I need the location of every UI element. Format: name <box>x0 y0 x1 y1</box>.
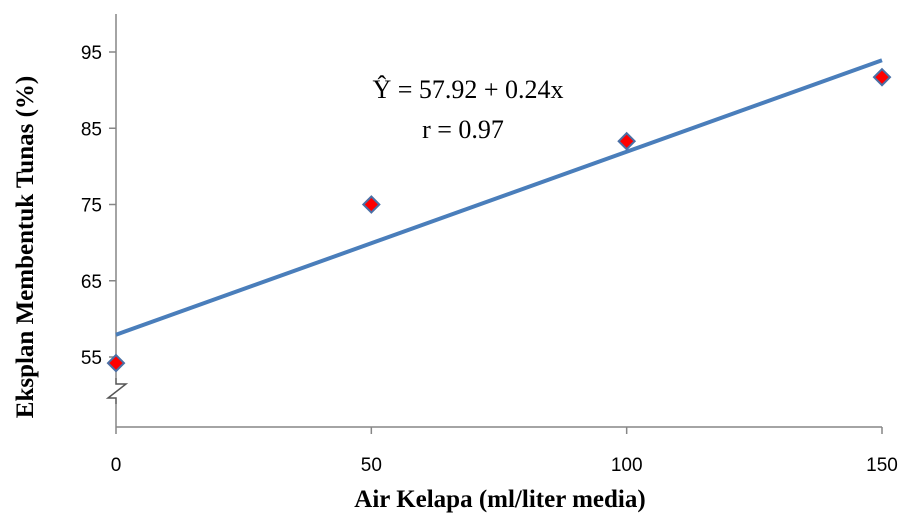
x-tick-label: 50 <box>361 455 382 476</box>
data-point-marker <box>617 131 637 151</box>
data-points <box>106 67 892 373</box>
y-axis: 55 65 75 85 95 <box>81 14 117 427</box>
axis-break-icon <box>105 378 129 404</box>
x-axis-title: Air Kelapa (ml/liter media) <box>354 486 645 513</box>
y-tick-label: 85 <box>81 119 102 140</box>
y-axis-title: Eksplan Membentuk Tunas (%) <box>12 76 39 418</box>
data-point-marker <box>361 195 381 214</box>
regression-line <box>115 58 883 337</box>
data-point-marker <box>106 353 126 373</box>
y-ticks: 55 65 75 85 95 <box>81 43 116 369</box>
y-tick-label: 95 <box>81 43 102 64</box>
x-tick-label: 150 <box>866 455 898 476</box>
y-tick-label: 75 <box>81 196 102 217</box>
x-ticks: 0 50 100 150 <box>111 427 898 476</box>
data-point-marker <box>872 67 892 87</box>
x-tick-label: 100 <box>611 455 643 476</box>
y-tick-label: 55 <box>81 348 102 369</box>
regression-equation: Ŷ = 57.92 + 0.24x <box>372 75 563 104</box>
x-axis: 0 50 100 150 <box>111 426 898 476</box>
x-tick-label: 0 <box>111 455 122 476</box>
y-tick-label: 65 <box>81 272 102 293</box>
correlation-coefficient: r = 0.97 <box>422 115 504 144</box>
